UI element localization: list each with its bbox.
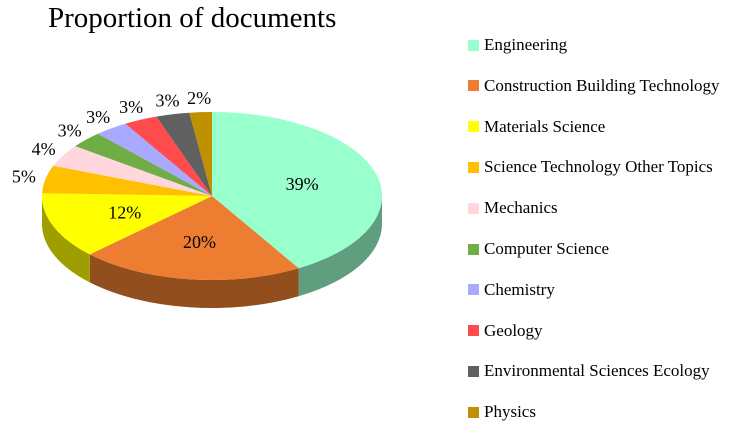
pie-slice-5	[75, 133, 212, 196]
pie-slice-8	[156, 112, 212, 196]
legend-swatch	[468, 243, 479, 255]
pie-slice-7	[125, 116, 212, 196]
legend-label: Physics	[484, 402, 536, 422]
legend-label: Geology	[484, 320, 543, 340]
pie-side-2	[42, 196, 90, 283]
legend-swatch	[468, 406, 479, 418]
legend-item: Chemistry	[468, 279, 555, 301]
pie-slice-6	[97, 123, 212, 196]
data-label-6: 3%	[86, 107, 110, 127]
pie-slice-0	[212, 112, 383, 269]
data-label-9: 2%	[187, 88, 211, 108]
data-label-5: 3%	[58, 120, 82, 140]
data-label-3: 5%	[12, 166, 36, 186]
legend-swatch	[468, 161, 479, 173]
legend-item: Construction Building Technology	[468, 75, 720, 97]
legend-swatch	[468, 39, 479, 51]
data-label-4: 4%	[32, 139, 56, 159]
legend-item: Engineering	[468, 34, 567, 56]
legend-label: Chemistry	[484, 279, 555, 299]
data-label-1: 20%	[183, 232, 216, 252]
legend-label: Science Technology Other Topics	[484, 157, 713, 177]
legend-item: Materials Science	[468, 116, 605, 138]
legend-item: Computer Science	[468, 238, 609, 260]
legend-label: Materials Science	[484, 116, 606, 136]
legend-label: Environmental Sciences Ecology	[484, 361, 710, 381]
legend-item: Environmental Sciences Ecology	[468, 360, 710, 382]
data-label-7: 3%	[119, 97, 143, 117]
legend-swatch	[468, 325, 479, 337]
legend-label: Engineering	[484, 35, 568, 54]
legend-swatch	[468, 284, 479, 296]
legend-swatch	[468, 202, 479, 214]
chart-title: Proportion of documents	[48, 2, 337, 34]
pie-slice-3	[42, 165, 212, 196]
legend-swatch	[468, 365, 479, 377]
legend-item: Geology	[468, 320, 543, 342]
pie-side-1	[89, 254, 299, 308]
legend-label: Computer Science	[484, 239, 610, 258]
data-label-0: 39%	[286, 174, 319, 194]
pie-slice-1	[89, 196, 299, 280]
data-label-2: 12%	[108, 203, 141, 223]
pie-slice-9	[189, 112, 212, 196]
pie-slice-4	[53, 146, 212, 196]
legend-item: Mechanics	[468, 197, 558, 219]
data-label-8: 3%	[155, 91, 179, 111]
legend-item: Science Technology Other Topics	[468, 156, 713, 178]
pie-side-0	[298, 196, 382, 297]
legend-swatch	[468, 80, 479, 92]
legend-label: Construction Building Technology	[484, 75, 720, 95]
legend-label: Mechanics	[484, 198, 558, 218]
pie-slice-2	[42, 193, 212, 255]
legend-swatch	[468, 121, 479, 133]
legend-item: Physics	[468, 401, 536, 423]
